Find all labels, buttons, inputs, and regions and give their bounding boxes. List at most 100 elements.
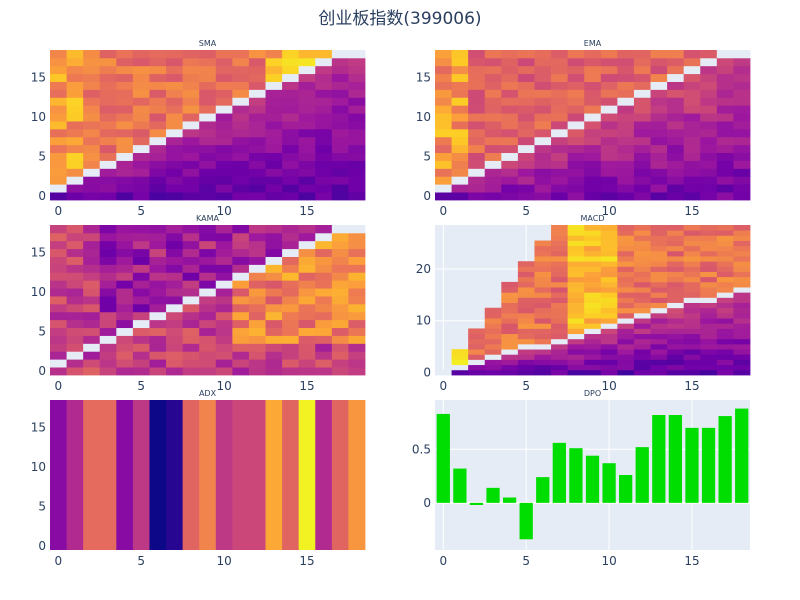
macd-cell: [517, 343, 535, 350]
sma-cell: [199, 97, 217, 106]
kama-cell: [99, 248, 117, 257]
sma-cell: [166, 176, 184, 185]
macd-cell: [683, 292, 701, 298]
sma-cell: [83, 192, 101, 201]
macd-cell: [584, 369, 602, 376]
sma-cell: [199, 128, 217, 138]
macd-cell: [584, 250, 602, 257]
ema-cell: [451, 136, 469, 146]
kama-cell: [331, 327, 349, 336]
ema-cell: [633, 73, 651, 82]
ema-cell: [517, 57, 535, 67]
macd-cell: [468, 338, 486, 345]
macd-cell: [551, 235, 569, 241]
kama-cell: [50, 319, 67, 329]
sma-cell: [232, 176, 250, 185]
macd-cell: [667, 225, 685, 231]
kama-cell: [132, 232, 150, 242]
kama-cell: [298, 296, 316, 305]
ema-x-tick-5: 5: [522, 204, 530, 218]
macd-cell: [716, 250, 734, 257]
ema-cell: [600, 184, 618, 193]
macd-cell: [567, 312, 585, 319]
ema-cell: [716, 97, 734, 106]
macd-cell: [667, 302, 685, 309]
sma-cell: [265, 176, 283, 185]
macd-cell: [501, 328, 519, 335]
ema-cell: [567, 50, 585, 59]
ema-cell: [600, 97, 618, 106]
macd-cell: [617, 230, 635, 236]
ema-cell: [584, 89, 602, 98]
sma-cell: [315, 50, 333, 59]
kama-cell: [282, 232, 300, 242]
ema-cell: [551, 73, 569, 82]
macd-cell: [667, 271, 685, 278]
kama-cell: [116, 272, 134, 281]
sma-cell: [166, 105, 184, 114]
macd-cell: [683, 297, 701, 303]
ema-cell: [667, 121, 685, 130]
sma-cell: [116, 113, 134, 122]
ema-cell: [435, 121, 452, 130]
macd-cell: [534, 328, 552, 335]
macd-cell: [667, 287, 685, 293]
macd-cell: [683, 333, 701, 340]
macd-cell: [517, 369, 535, 376]
macd-cell: [650, 354, 668, 360]
ema-cell: [484, 176, 502, 185]
macd-cell: [617, 292, 635, 298]
sma-y-tick-15: 15: [31, 71, 46, 85]
ema-cell: [517, 128, 535, 138]
macd-cell: [567, 256, 585, 262]
kama-cell: [282, 288, 300, 297]
ema-cell: [716, 128, 734, 138]
sma-cell: [132, 192, 150, 201]
kama-cell: [331, 256, 349, 265]
sma-cell: [66, 184, 84, 193]
sma-cell: [298, 121, 316, 130]
sma-cell: [232, 136, 250, 146]
sma-cell: [182, 184, 200, 193]
macd-cell: [534, 354, 552, 360]
ema-cell: [600, 128, 618, 138]
sma-cell: [50, 50, 67, 59]
macd-cell: [633, 261, 651, 267]
kama-cell: [50, 264, 67, 273]
sma-cell: [116, 128, 134, 138]
ema-cell: [633, 152, 651, 161]
macd-cell: [567, 359, 585, 366]
kama-cell: [282, 327, 300, 336]
macd-cell: [683, 256, 701, 262]
sma-cell: [83, 105, 101, 114]
ema-cell: [517, 81, 535, 90]
sma-cell: [166, 121, 184, 130]
kama-cell: [83, 248, 101, 257]
ema-cell: [501, 128, 519, 138]
kama-cell: [248, 232, 266, 242]
kama-cell: [66, 343, 84, 352]
kama-cell: [298, 351, 316, 360]
ema-cell: [501, 136, 519, 146]
macd-cell: [667, 349, 685, 355]
macd-cell: [551, 297, 569, 303]
sma-cell: [99, 144, 117, 154]
adx-column: [199, 400, 217, 550]
ema-cell: [683, 168, 701, 177]
kama-cell: [66, 248, 84, 257]
macd-cell: [617, 271, 635, 278]
macd-cell: [567, 297, 585, 303]
sma-cell: [265, 144, 283, 154]
ema-cell: [633, 89, 651, 98]
ema-cell: [667, 73, 685, 82]
adx-column: [232, 400, 250, 550]
ema-cell: [501, 73, 519, 82]
ema-cell: [667, 152, 685, 161]
ema-cell: [733, 105, 751, 114]
ema-cell: [716, 136, 734, 146]
macd-cell: [633, 287, 651, 293]
ema-cell: [468, 128, 486, 138]
sma-cell: [66, 144, 84, 154]
kama-cell: [166, 367, 184, 376]
macd-cell: [683, 266, 701, 272]
